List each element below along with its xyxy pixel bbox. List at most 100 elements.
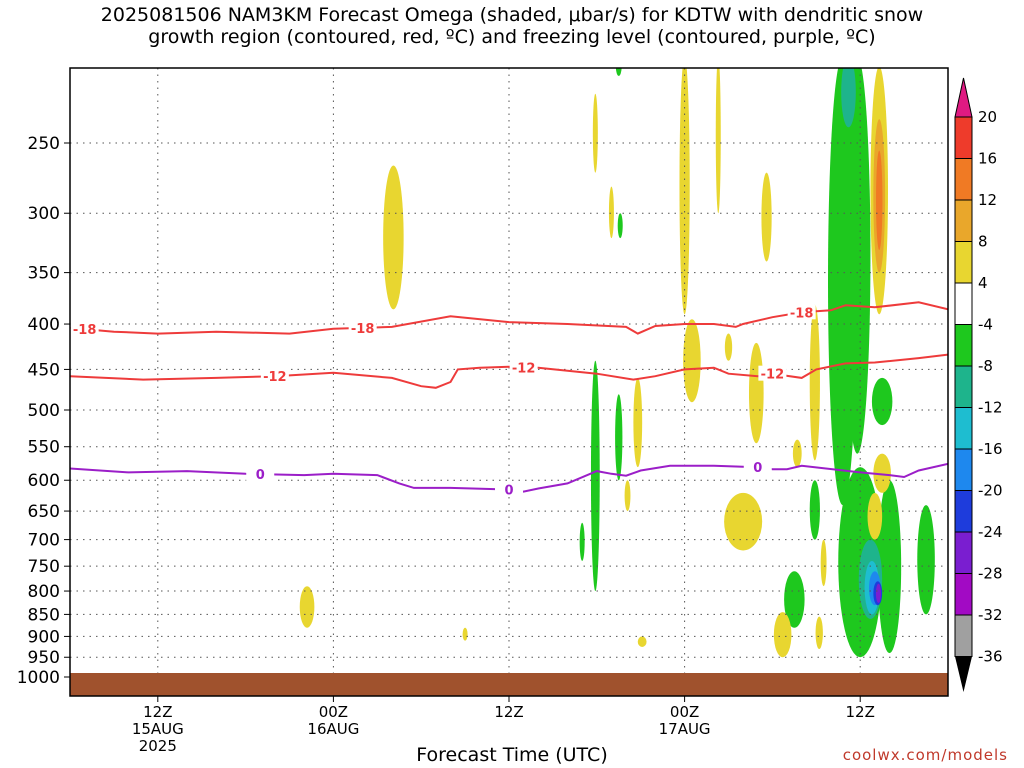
colorbar: 20 16 12 8 4 -4 -8 -12 -16 -20 -24 -28 -32 -36 xyxy=(954,77,1003,692)
y-tick-label: 300 xyxy=(28,204,60,224)
colorbar-swatch xyxy=(954,531,973,574)
y-tick-label: 650 xyxy=(28,502,60,522)
y-tick-label: 1000 xyxy=(17,668,60,688)
omega-blob xyxy=(615,394,623,481)
contour-label-bg xyxy=(70,321,99,337)
omega-blob xyxy=(462,627,468,641)
omega-blob xyxy=(615,68,622,76)
contour-label-bg xyxy=(495,481,523,497)
y-tick-label: 900 xyxy=(28,627,60,647)
y-tick-label: 700 xyxy=(28,531,60,551)
x-tick-label: 12Z xyxy=(494,703,523,721)
y-tick-label: 600 xyxy=(28,471,60,491)
colorbar-swatch xyxy=(954,158,973,201)
chart-title-line2: growth region (contoured, red, ºC) and f… xyxy=(148,26,876,48)
omega-blob xyxy=(715,68,721,214)
colorbar-label: -32 xyxy=(978,606,1003,624)
omega-blob xyxy=(724,333,733,361)
colorbar-label: -28 xyxy=(978,565,1003,583)
x-tick-label: 12Z xyxy=(143,703,172,721)
credit-link[interactable]: coolwx.com/models xyxy=(842,746,1008,764)
omega-blob xyxy=(875,583,882,603)
omega-blob xyxy=(592,93,598,173)
y-tick-label: 950 xyxy=(28,648,60,668)
omega-blob xyxy=(815,616,823,650)
chart-title-line1: 2025081506 NAM3KM Forecast Omega (shaded… xyxy=(100,4,924,26)
omega-blob xyxy=(608,186,614,239)
omega-blob xyxy=(773,612,792,658)
contour-label-bg xyxy=(743,459,772,475)
colorbar-swatch xyxy=(954,116,973,159)
omega-blob xyxy=(299,586,315,628)
contour-label: -12 xyxy=(761,368,785,383)
colorbar-swatch xyxy=(954,365,973,408)
colorbar-swatch xyxy=(954,614,973,657)
x-tick-label: 15AUG xyxy=(132,720,184,738)
colorbar-label: 16 xyxy=(978,150,997,168)
colorbar-label: -12 xyxy=(978,399,1003,417)
contour-label-bg xyxy=(787,304,816,320)
y-tick-label: 500 xyxy=(28,401,60,421)
omega-blob xyxy=(761,172,772,262)
colorbar-label: -36 xyxy=(978,648,1003,666)
omega-blob xyxy=(867,492,883,540)
colorbar-swatch xyxy=(954,199,973,242)
omega-blob xyxy=(748,342,764,444)
omega-shading xyxy=(299,68,935,658)
contour-label-bg xyxy=(509,359,538,375)
omega-blob xyxy=(679,68,690,315)
x-tick-label: 2025 xyxy=(139,737,177,755)
omega-blob xyxy=(784,571,805,628)
contour-label-bg xyxy=(260,368,289,384)
contour-label: 0 xyxy=(753,461,762,476)
contours: -18 -18 -18 -12 -12 -12 0 0 0 xyxy=(70,301,948,499)
y-tick-label: 800 xyxy=(28,582,60,602)
contour-label-bg xyxy=(348,319,377,335)
omega-blob xyxy=(917,505,935,615)
contour-label: 0 xyxy=(256,468,265,483)
omega-blob xyxy=(809,480,820,540)
contour-line xyxy=(70,301,948,335)
x-tick-label: 17AUG xyxy=(659,720,711,738)
omega-blob xyxy=(841,68,856,128)
omega-blob xyxy=(820,539,827,587)
omega-blob xyxy=(724,492,763,551)
y-tick-label: 250 xyxy=(28,134,60,154)
colorbar-label: -24 xyxy=(978,523,1003,541)
colorbar-swatch xyxy=(954,324,973,367)
x-tick-label: 00Z xyxy=(670,703,699,721)
omega-blob xyxy=(873,453,891,493)
omega-blob xyxy=(633,377,643,468)
contour-line xyxy=(70,462,948,493)
omega-blob xyxy=(809,304,820,461)
contour-label-bg xyxy=(246,466,275,482)
colorbar-label: -20 xyxy=(978,482,1003,500)
colorbar-label: -8 xyxy=(978,357,993,375)
omega-blob xyxy=(792,439,802,468)
omega-blob xyxy=(383,165,404,310)
colorbar-swatch xyxy=(954,448,973,491)
grid-lines xyxy=(70,68,948,696)
contour-label: -12 xyxy=(512,361,536,376)
omega-blob xyxy=(617,213,623,239)
omega-blob xyxy=(877,480,902,654)
y-tick-label: 400 xyxy=(28,315,60,335)
x-tick-label: 12Z xyxy=(846,703,875,721)
omega-blob xyxy=(590,360,600,592)
omega-blob xyxy=(683,319,701,403)
omega-blob xyxy=(844,68,871,454)
x-axis-title: Forecast Time (UTC) xyxy=(416,744,608,766)
omega-blob xyxy=(637,636,647,647)
colorbar-label: 12 xyxy=(978,191,997,209)
omega-blob xyxy=(871,377,893,426)
contour-label: 0 xyxy=(504,484,513,499)
omega-blob xyxy=(624,480,631,512)
contour-label: -12 xyxy=(263,370,287,385)
y-tick-label: 450 xyxy=(28,360,60,380)
ground-fill xyxy=(70,673,948,696)
x-tick-label: 00Z xyxy=(319,703,348,721)
colorbar-top-arrow xyxy=(954,77,973,118)
y-axis: 2503003504004505005506006507007508008509… xyxy=(17,134,70,688)
contour-label: -18 xyxy=(351,322,375,337)
